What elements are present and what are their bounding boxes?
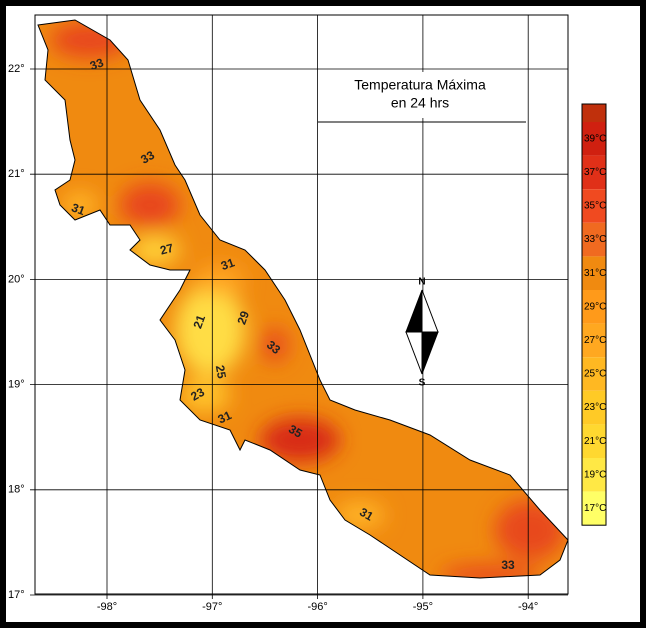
cool-patch (195, 265, 245, 295)
cool-patch (62, 191, 98, 219)
contour-label: 33 (88, 55, 106, 73)
legend-swatch (582, 357, 606, 391)
longitude-label: -97° (202, 601, 222, 613)
longitude-label: -95° (413, 601, 433, 613)
legend-swatch (582, 256, 606, 290)
contour-label: 31 (219, 255, 237, 273)
legend-label: 39°C (584, 133, 606, 144)
legend-label: 25°C (584, 369, 606, 380)
compass: N S (405, 277, 439, 389)
legend-swatch (582, 104, 606, 122)
contour-label: 35 (286, 422, 305, 441)
legend-label: 33°C (584, 234, 606, 245)
latitude-label: 22° (8, 63, 25, 75)
compass-north: N (418, 277, 425, 288)
legend-swatch (582, 424, 606, 458)
cool-patch (130, 235, 180, 265)
map-title: Temperatura Máxima (354, 77, 486, 93)
latitude-label: 20° (8, 273, 25, 285)
map-subtitle: en 24 hrs (391, 95, 449, 111)
contour-label: 25 (213, 364, 229, 380)
hot-patch (120, 183, 180, 227)
legend-swatch (582, 155, 606, 190)
legend-swatch (582, 189, 606, 223)
legend-swatch (582, 390, 606, 425)
title-box (322, 72, 522, 118)
state-outline (37, 19, 569, 579)
legend-label: 17°C (584, 503, 606, 514)
legend-label: 23°C (584, 402, 606, 413)
legend-swatch (582, 458, 606, 492)
contour-label: 27 (159, 241, 176, 258)
legend-swatch (582, 122, 606, 156)
latitude-label: 19° (8, 379, 25, 391)
longitude-label: -98° (97, 601, 117, 613)
cool-patch (180, 377, 230, 413)
hot-patch (261, 327, 289, 363)
legend-label: 27°C (584, 335, 606, 346)
longitude-label: -94° (518, 601, 538, 613)
legend-swatch (582, 290, 606, 324)
legend-swatch (582, 323, 606, 358)
latitude-label: 21° (8, 168, 25, 180)
compass-needle (405, 331, 423, 375)
contour-label: 31 (216, 408, 234, 426)
latitude-label: 17° (8, 589, 25, 601)
contour-label: 29 (234, 309, 252, 327)
contour-label: 21 (190, 313, 208, 331)
legend: 39°C 37°C 35°C 33°C 31°C 29°C 27°C 25°C 23°C 21°C… (581, 103, 607, 526)
legend-label: 19°C (584, 469, 606, 480)
hot-patch (440, 565, 540, 578)
contour-label: 23 (188, 385, 207, 404)
legend-border (581, 103, 607, 526)
legend-label: 35°C (584, 201, 606, 212)
hot-patch (260, 418, 340, 462)
cool-patch (175, 285, 245, 375)
compass-south: S (419, 378, 426, 389)
contour-label: 33 (501, 558, 515, 572)
contour-label: 33 (138, 148, 157, 167)
latitude-label: 18° (8, 484, 25, 496)
legend-label: 21°C (584, 436, 606, 447)
legend-swatch (582, 222, 606, 257)
legend-label: 37°C (584, 167, 606, 178)
contour-label: 31 (70, 200, 88, 218)
graticule: -98° -97° -96° -95° -94° 22° 21° 20° 19° 18° 17° (8, 15, 568, 613)
legend-swatch (582, 491, 606, 526)
contour-label: 31 (357, 505, 376, 524)
legend-label: 31°C (584, 268, 606, 279)
longitude-label: -96° (307, 601, 327, 613)
legend-label: 29°C (584, 301, 606, 312)
